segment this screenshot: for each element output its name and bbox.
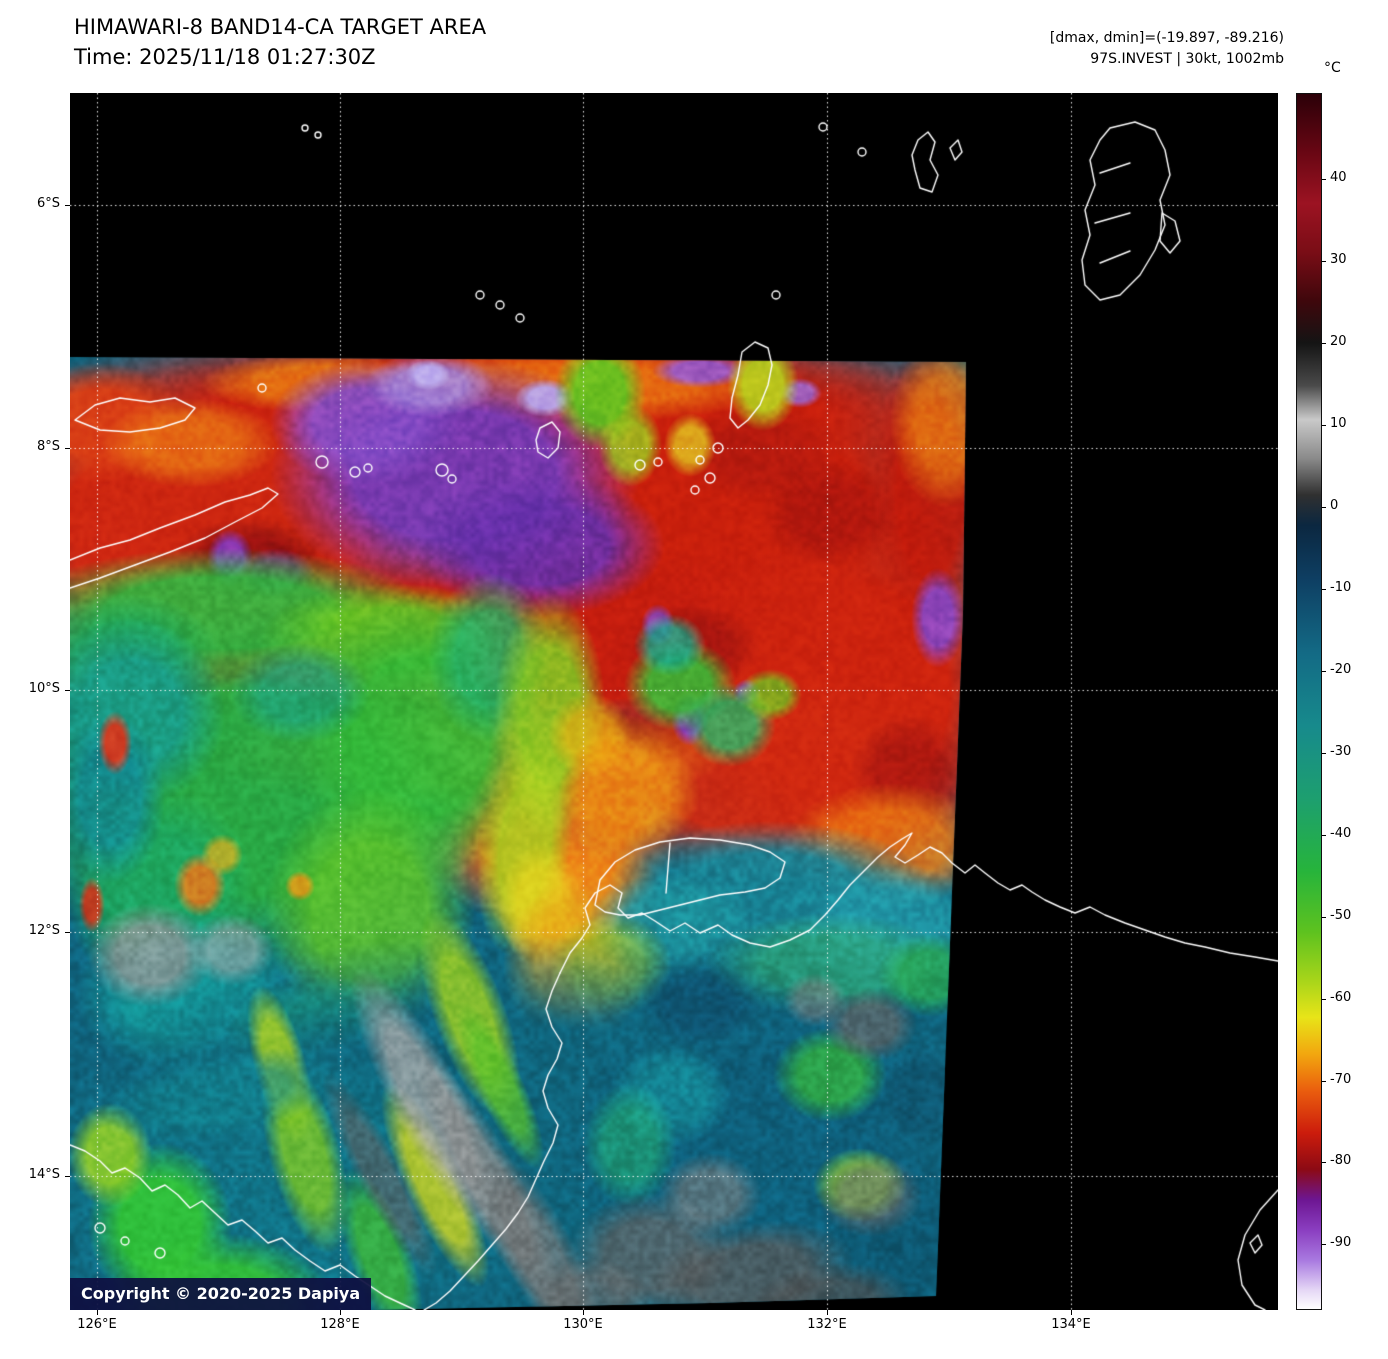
x-axis-tick-label: 132°E [802, 1317, 852, 1332]
x-axis-tick-mark [1071, 1310, 1072, 1315]
colorbar-tick-label: -40 [1330, 826, 1351, 841]
page-title: HIMAWARI-8 BAND14-CA TARGET AREA [74, 12, 486, 42]
colorbar-tick-mark [1322, 835, 1326, 836]
colorbar-tick-mark [1322, 179, 1326, 180]
colorbar-tick-label: 10 [1330, 416, 1347, 431]
colorbar-unit: °C [1324, 60, 1341, 76]
satellite-viewer: HIMAWARI-8 BAND14-CA TARGET AREA Time: 2… [0, 0, 1388, 1359]
colorbar-tick-mark [1322, 261, 1326, 262]
colorbar-tick-mark [1322, 425, 1326, 426]
y-axis-tick-mark [65, 690, 70, 691]
colorbar-tick-mark [1322, 671, 1326, 672]
y-axis-tick-label: 10°S [12, 681, 60, 696]
copyright-badge: Copyright © 2020-2025 Dapiya [70, 1278, 371, 1310]
colorbar-tick-mark [1322, 1162, 1326, 1163]
colorbar-tick-mark [1322, 1081, 1326, 1082]
y-axis-tick-mark [65, 1176, 70, 1177]
colorbar-tick-label: -10 [1330, 580, 1351, 595]
colorbar-tick-mark [1322, 507, 1326, 508]
colorbar-tick-label: -30 [1330, 744, 1351, 759]
colorbar-tick-mark [1322, 917, 1326, 918]
timestamp: Time: 2025/11/18 01:27:30Z [74, 42, 486, 72]
x-axis-tick-mark [340, 1310, 341, 1315]
colorbar-tick-label: 0 [1330, 498, 1338, 513]
header-info: [dmax, dmin]=(-19.897, -89.216) 97S.INVE… [1050, 28, 1284, 70]
header: HIMAWARI-8 BAND14-CA TARGET AREA Time: 2… [74, 12, 486, 72]
colorbar-tick-label: -80 [1330, 1153, 1351, 1168]
colorbar-tick-mark [1322, 1244, 1326, 1245]
y-axis-tick-mark [65, 205, 70, 206]
x-axis-tick-label: 134°E [1046, 1317, 1096, 1332]
colorbar-tick-mark [1322, 753, 1326, 754]
colorbar-tick-mark [1322, 589, 1326, 590]
x-axis-tick-mark [827, 1310, 828, 1315]
colorbar-tick-label: -90 [1330, 1235, 1351, 1250]
colorbar-tick-label: -70 [1330, 1072, 1351, 1087]
x-axis-tick-label: 128°E [315, 1317, 365, 1332]
colorbar-tick-label: -50 [1330, 908, 1351, 923]
x-axis-tick-label: 126°E [72, 1317, 122, 1332]
colorbar [1296, 93, 1322, 1310]
colorbar-tick-mark [1322, 343, 1326, 344]
x-axis-tick-label: 130°E [558, 1317, 608, 1332]
colorbar-tick-label: -60 [1330, 990, 1351, 1005]
colorbar-tick-label: -20 [1330, 662, 1351, 677]
x-axis-tick-mark [583, 1310, 584, 1315]
colorbar-tick-label: 20 [1330, 334, 1347, 349]
storm-info: 97S.INVEST | 30kt, 1002mb [1050, 49, 1284, 70]
y-axis-tick-mark [65, 932, 70, 933]
colorbar-tick-mark [1322, 999, 1326, 1000]
x-axis-tick-mark [97, 1310, 98, 1315]
y-axis-tick-label: 14°S [12, 1167, 60, 1182]
satellite-map-canvas [70, 93, 1278, 1310]
y-axis-tick-label: 6°S [12, 196, 60, 211]
colorbar-tick-label: 40 [1330, 170, 1347, 185]
y-axis-tick-label: 8°S [12, 439, 60, 454]
dmax-dmin-readout: [dmax, dmin]=(-19.897, -89.216) [1050, 28, 1284, 49]
y-axis-tick-label: 12°S [12, 923, 60, 938]
colorbar-tick-label: 30 [1330, 252, 1347, 267]
y-axis-tick-mark [65, 448, 70, 449]
